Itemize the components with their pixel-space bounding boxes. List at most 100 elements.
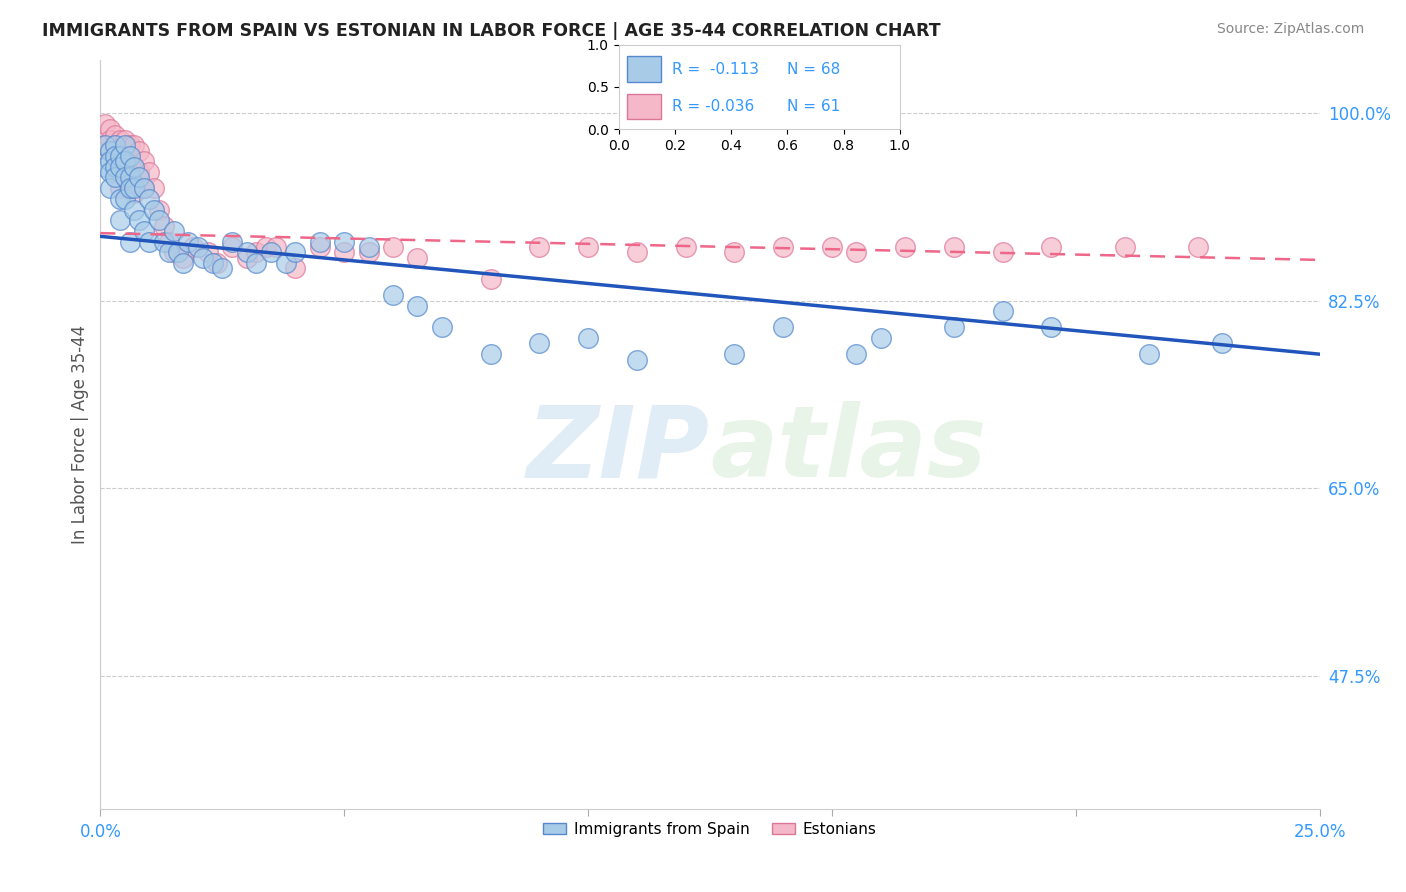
Text: atlas: atlas	[710, 401, 987, 498]
Point	[1187, 240, 1209, 254]
Point	[152, 219, 174, 233]
Point	[172, 256, 194, 270]
Point	[191, 251, 214, 265]
Point	[235, 251, 257, 265]
Point	[114, 154, 136, 169]
Point	[124, 160, 146, 174]
Point	[991, 304, 1014, 318]
Point	[108, 144, 131, 158]
Legend: Immigrants from Spain, Estonians: Immigrants from Spain, Estonians	[537, 816, 883, 843]
Point	[187, 240, 209, 254]
Point	[134, 181, 156, 195]
FancyBboxPatch shape	[627, 56, 661, 82]
Point	[118, 181, 141, 195]
Point	[108, 133, 131, 147]
Point	[260, 245, 283, 260]
Point	[104, 170, 127, 185]
Point	[626, 245, 648, 260]
Point	[894, 240, 917, 254]
Point	[108, 213, 131, 227]
Point	[221, 240, 243, 254]
Point	[308, 240, 330, 254]
Point	[148, 202, 170, 217]
Point	[98, 122, 121, 136]
Point	[942, 240, 965, 254]
Point	[157, 245, 180, 260]
Point	[138, 192, 160, 206]
Point	[98, 181, 121, 195]
Point	[98, 144, 121, 158]
Point	[94, 138, 117, 153]
Point	[264, 240, 287, 254]
Point	[124, 138, 146, 153]
Point	[134, 224, 156, 238]
Point	[172, 251, 194, 265]
Point	[118, 138, 141, 153]
Point	[167, 245, 190, 260]
Point	[221, 235, 243, 249]
Point	[118, 176, 141, 190]
Point	[124, 160, 146, 174]
Point	[245, 256, 267, 270]
FancyBboxPatch shape	[627, 94, 661, 120]
Point	[118, 170, 141, 185]
Point	[406, 251, 429, 265]
Point	[118, 149, 141, 163]
Point	[148, 213, 170, 227]
Point	[333, 235, 356, 249]
Text: ZIP: ZIP	[527, 401, 710, 498]
Point	[128, 165, 150, 179]
Point	[118, 154, 141, 169]
Point	[104, 138, 127, 153]
Point	[143, 181, 166, 195]
Point	[382, 240, 405, 254]
Point	[479, 347, 502, 361]
Point	[254, 240, 277, 254]
Point	[114, 133, 136, 147]
Point	[114, 138, 136, 153]
Point	[626, 352, 648, 367]
Point	[869, 331, 891, 345]
Point	[98, 154, 121, 169]
Point	[98, 144, 121, 158]
Point	[1137, 347, 1160, 361]
Point	[138, 235, 160, 249]
Point	[723, 347, 745, 361]
Point	[197, 245, 219, 260]
Point	[333, 245, 356, 260]
Text: IMMIGRANTS FROM SPAIN VS ESTONIAN IN LABOR FORCE | AGE 35-44 CORRELATION CHART: IMMIGRANTS FROM SPAIN VS ESTONIAN IN LAB…	[42, 22, 941, 40]
Point	[207, 256, 229, 270]
Point	[308, 235, 330, 249]
Point	[114, 149, 136, 163]
Point	[143, 202, 166, 217]
Point	[1040, 320, 1063, 334]
Point	[104, 149, 127, 163]
Y-axis label: In Labor Force | Age 35-44: In Labor Force | Age 35-44	[72, 325, 89, 544]
Point	[128, 213, 150, 227]
Point	[94, 117, 117, 131]
Point	[274, 256, 297, 270]
Point	[108, 149, 131, 163]
Point	[845, 347, 868, 361]
Point	[991, 245, 1014, 260]
Point	[529, 336, 551, 351]
Point	[235, 245, 257, 260]
Point	[245, 245, 267, 260]
Point	[284, 261, 307, 276]
Point	[177, 235, 200, 249]
Point	[108, 192, 131, 206]
Point	[821, 240, 844, 254]
Point	[529, 240, 551, 254]
Point	[104, 128, 127, 142]
Point	[134, 154, 156, 169]
Point	[357, 240, 380, 254]
Point	[108, 160, 131, 174]
Point	[772, 320, 794, 334]
Point	[98, 165, 121, 179]
Point	[108, 160, 131, 174]
Point	[576, 331, 599, 345]
Point	[845, 245, 868, 260]
Point	[94, 160, 117, 174]
Point	[128, 170, 150, 185]
Point	[157, 235, 180, 249]
